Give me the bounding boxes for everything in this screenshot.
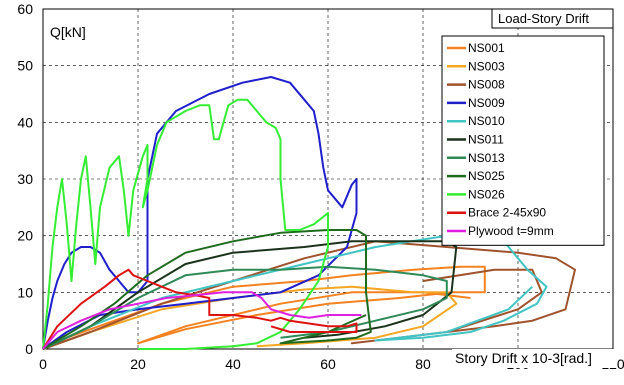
series-line-ns010 — [42, 234, 548, 350]
series-line-ns025 — [42, 229, 372, 350]
legend-frame — [441, 35, 605, 246]
y-tick-label: 20 — [17, 228, 33, 244]
legend-label: Plywood t=9mm — [468, 224, 554, 238]
y-axis-label: Q[kN] — [50, 24, 86, 40]
x-tick-label: 20 — [130, 356, 146, 372]
series-line-ns009 — [42, 76, 358, 350]
legend: NS001 NS003 NS008 NS009 NS010 NS011 NS013 NS025… — [441, 35, 605, 246]
series-line-ns003 — [42, 285, 458, 350]
legend-label: NS011 — [468, 133, 504, 147]
legend-label: Brace 2-45x90 — [468, 206, 546, 220]
series-layer — [42, 76, 576, 350]
x-tick-label: 80 — [415, 356, 431, 372]
y-tick-label: 50 — [17, 58, 33, 74]
x-tick-label: 0 — [39, 356, 47, 372]
y-tick-label: 40 — [17, 114, 33, 130]
series-line-ns026 — [42, 98, 329, 350]
series-line-plywood-t-9mm — [42, 291, 362, 350]
x-axis-label-background — [452, 349, 617, 368]
x-axis-label-group: Story Drift x 10-3[rad.] — [452, 349, 617, 368]
chart-title-frame — [491, 8, 614, 29]
legend-label: NS025 — [468, 169, 505, 183]
series-line-ns013 — [42, 265, 448, 350]
y-tick-label: 10 — [17, 284, 33, 300]
legend-label: NS001 — [468, 41, 505, 55]
legend-label: NS009 — [468, 96, 505, 110]
x-tick-label: 60 — [320, 356, 336, 372]
y-tick-label: 30 — [17, 171, 33, 187]
legend-label: NS008 — [468, 78, 505, 92]
legend-label: NS003 — [468, 59, 505, 73]
chart-title-box: Load-Story Drift — [491, 8, 614, 29]
y-tick-label: 60 — [17, 1, 33, 17]
y-tick-label: 0 — [25, 341, 33, 357]
x-tick-label: 40 — [225, 356, 241, 372]
legend-label: NS026 — [468, 187, 505, 201]
x-axis-label: Story Drift x 10-3[rad.] — [455, 350, 592, 366]
plot-area — [42, 8, 614, 350]
legend-label: NS013 — [468, 151, 505, 165]
series-line-brace-2-45x90 — [42, 268, 358, 350]
legend-label: NS010 — [468, 114, 505, 128]
chart-title: Load-Story Drift — [498, 11, 589, 26]
